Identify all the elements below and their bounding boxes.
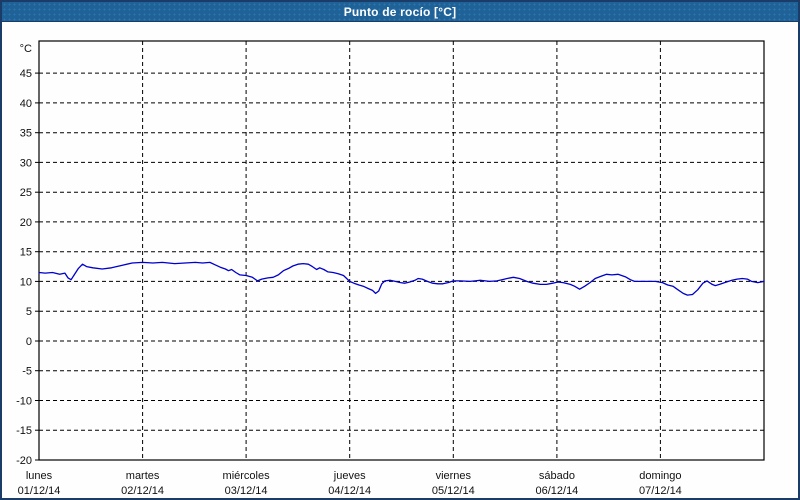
x-axis-date-label: 02/12/14 (121, 485, 164, 497)
x-axis-date-label: 04/12/14 (328, 485, 371, 497)
x-axis-date-label: 06/12/14 (535, 485, 578, 497)
y-axis-label: 0 (26, 336, 32, 348)
x-axis-day-label: martes (126, 470, 160, 482)
y-axis-unit-label: °C (20, 43, 32, 55)
y-axis-label: 35 (20, 128, 32, 140)
y-axis-label: 20 (20, 217, 32, 229)
x-axis-day-label: sábado (539, 470, 575, 482)
y-axis-label: 45 (20, 68, 32, 80)
y-axis-label: 15 (20, 247, 32, 259)
y-axis-label: -10 (16, 396, 32, 408)
y-axis-label: -20 (16, 455, 32, 467)
y-axis-label: 5 (26, 306, 32, 318)
x-axis-date-label: 01/12/14 (18, 485, 61, 497)
plot-border (38, 40, 765, 461)
y-axis-label: 40 (20, 98, 32, 110)
x-axis-day-label: lunes (26, 470, 53, 482)
x-axis-day-label: jueves (333, 470, 366, 482)
dew-point-chart: 45 40 35 30 25 20 15 10 5 0 -5 -10 -15 -20 °C lunes 01/1… (16, 40, 765, 497)
x-axis-date-label: 05/12/14 (432, 485, 475, 497)
y-axis-label: 25 (20, 187, 32, 199)
y-axis-label: 30 (20, 157, 32, 169)
y-axis-label: -15 (16, 425, 32, 437)
x-axis-date-label: 07/12/14 (639, 485, 682, 497)
x-axis-day-label: viernes (436, 470, 472, 482)
chart-title-bar: Punto de rocío [°C] (2, 2, 798, 22)
x-axis-date-label: 03/12/14 (225, 485, 268, 497)
chart-title: Punto de rocío [°C] (343, 4, 457, 19)
y-axis-label: -5 (22, 366, 32, 378)
x-axis-day-label: domingo (639, 470, 681, 482)
x-axis-day-label: miércoles (223, 470, 271, 482)
y-axis-label: 10 (20, 276, 32, 288)
series-line-dew-point (38, 261, 765, 296)
